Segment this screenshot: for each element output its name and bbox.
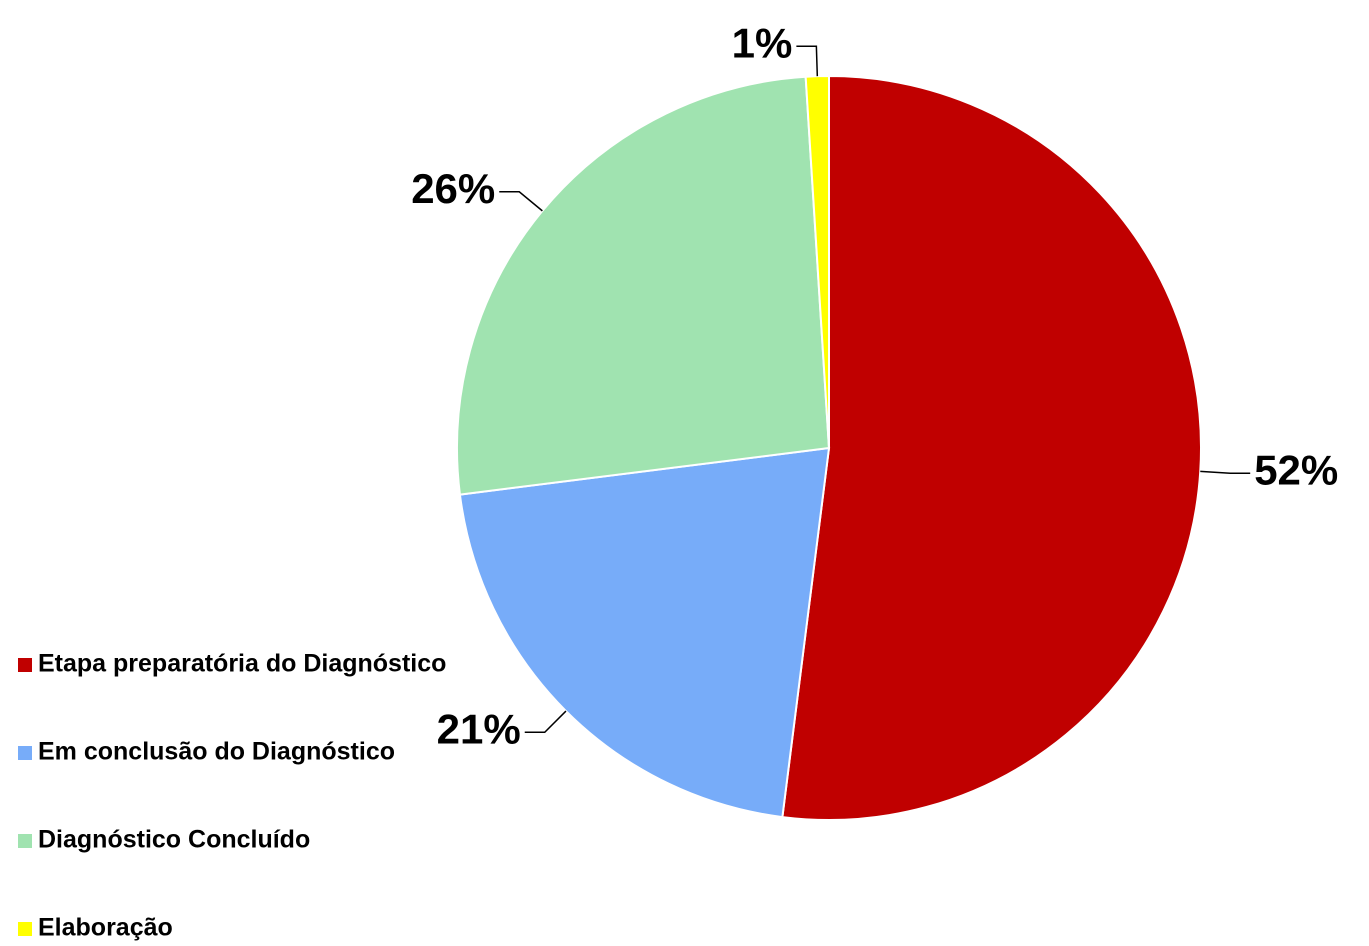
data-label: 26% bbox=[411, 165, 495, 212]
legend-swatch bbox=[18, 658, 32, 672]
data-label: 1% bbox=[732, 19, 793, 66]
legend-swatch bbox=[18, 746, 32, 760]
pie-slice bbox=[804, 74, 830, 449]
pie-slice bbox=[781, 74, 1202, 821]
pie-slice bbox=[456, 75, 831, 496]
leader-line bbox=[524, 710, 567, 734]
legend-swatch bbox=[18, 834, 32, 848]
legend-swatch bbox=[18, 922, 32, 936]
legend-label: Etapa preparatória do Diagnóstico bbox=[38, 650, 446, 678]
data-label: 52% bbox=[1254, 446, 1338, 493]
data-label: 21% bbox=[437, 705, 521, 752]
pie-slice bbox=[458, 446, 831, 819]
leader-line bbox=[796, 45, 819, 77]
leader-line bbox=[499, 191, 543, 212]
legend-label: Em conclusão do Diagnóstico bbox=[38, 738, 395, 766]
legend-label: Elaboração bbox=[38, 914, 173, 942]
leader-line bbox=[1200, 470, 1251, 474]
legend-label: Diagnóstico Concluído bbox=[38, 826, 310, 854]
